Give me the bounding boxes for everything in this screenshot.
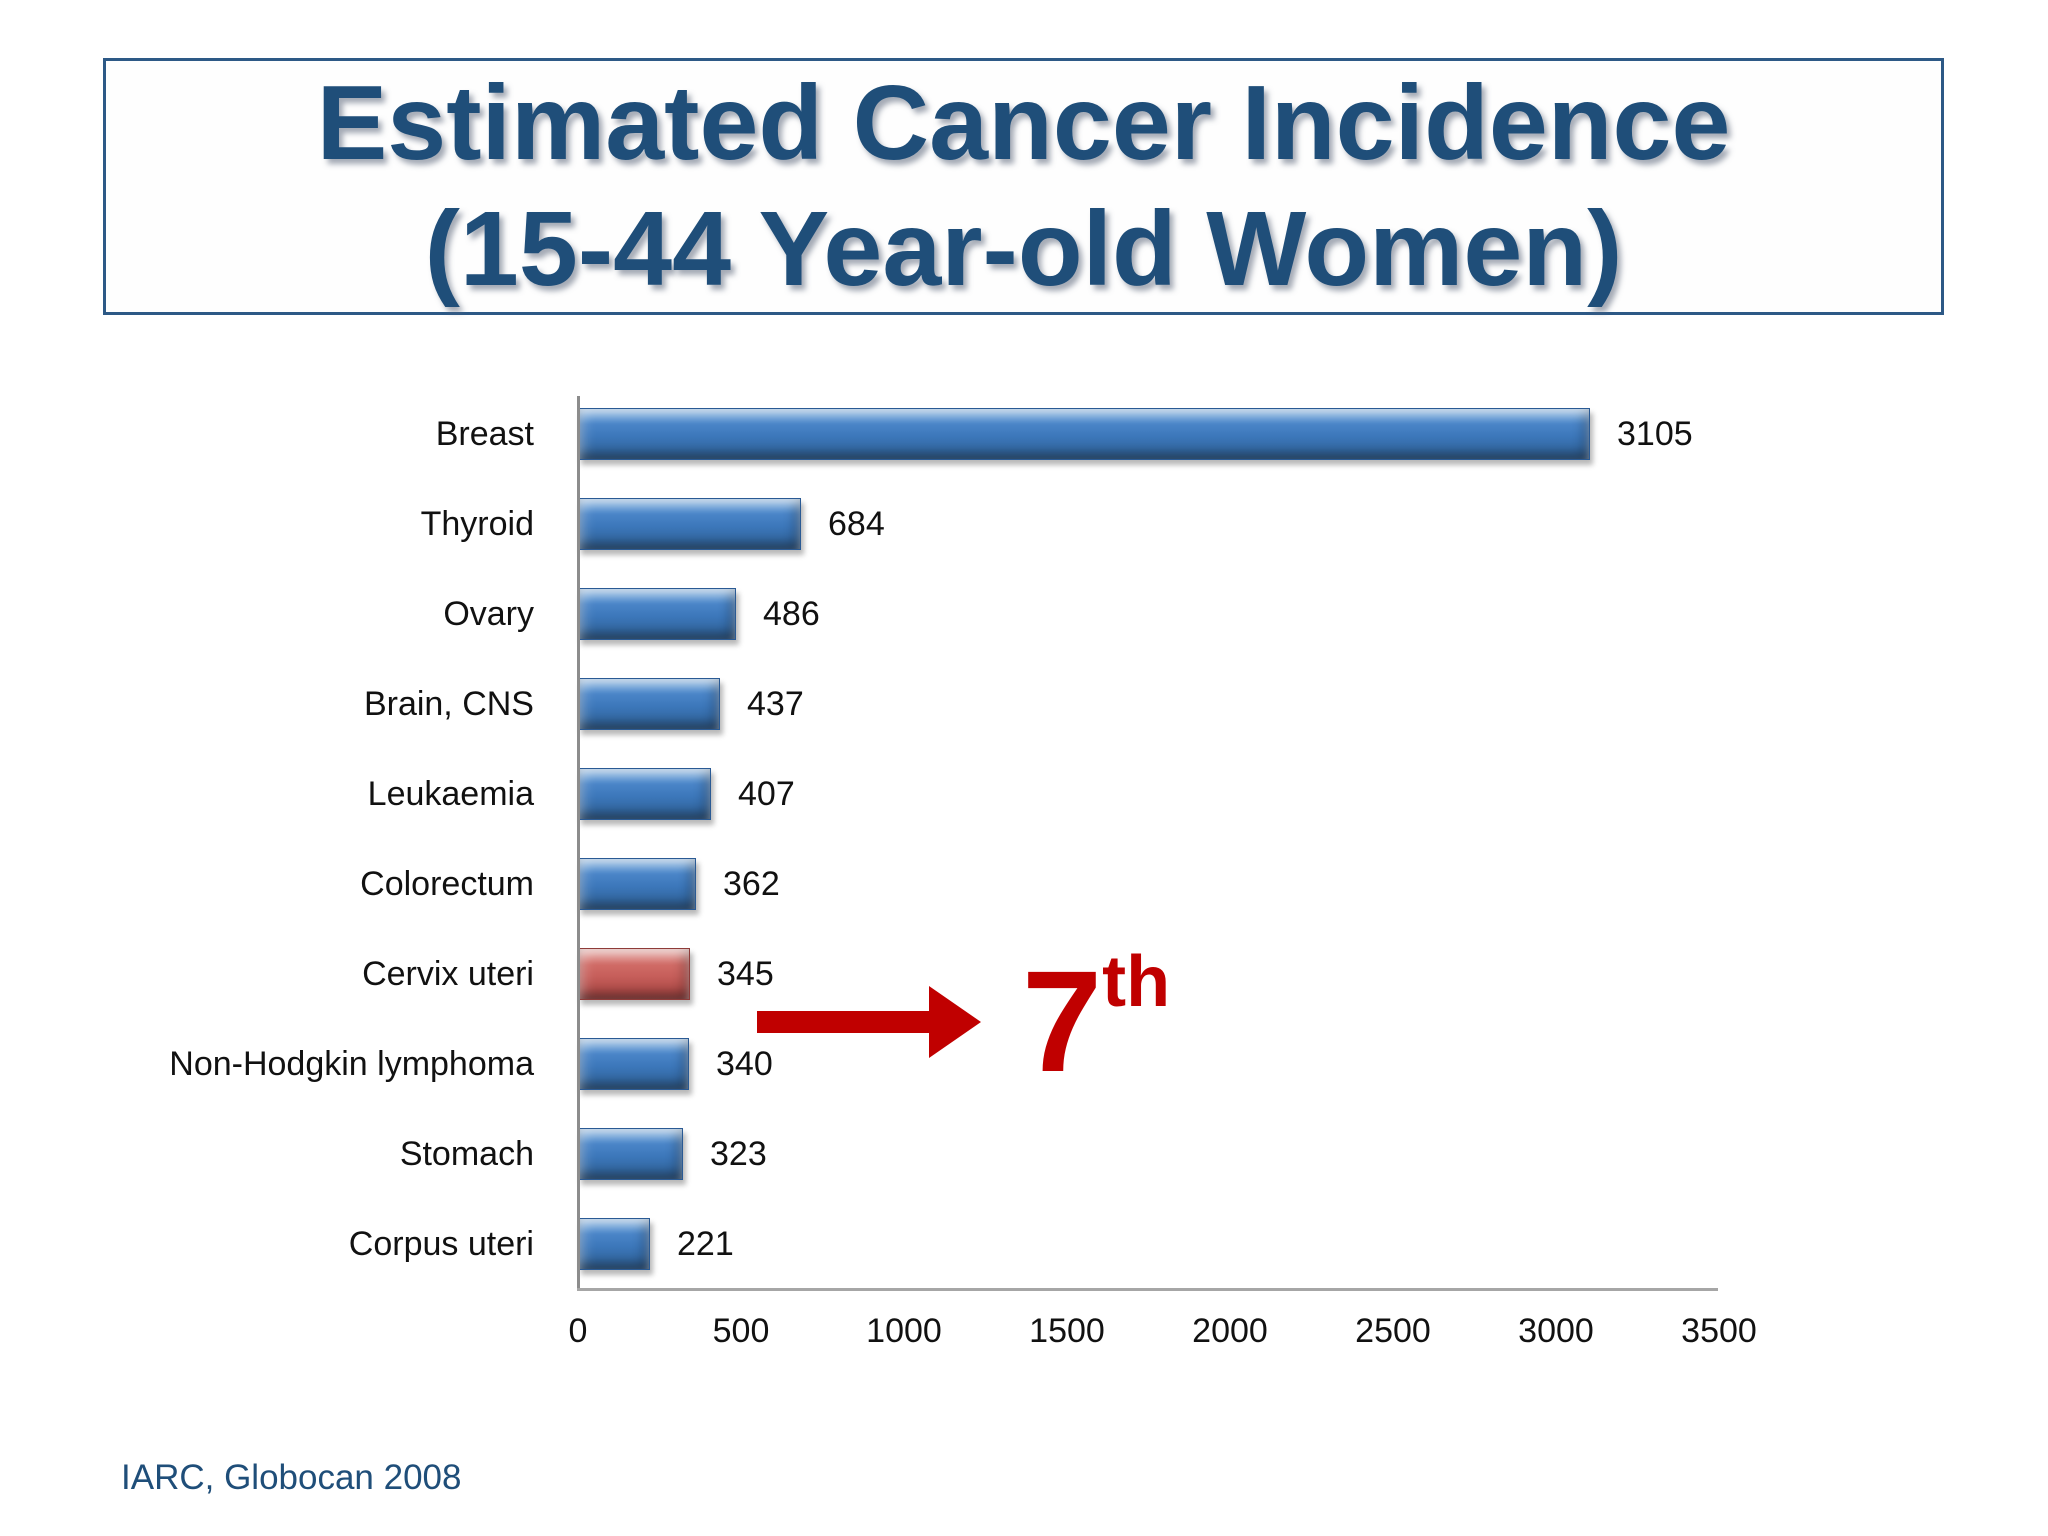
rank-suffix: th — [1102, 942, 1171, 1022]
category-label: Corpus uteri — [348, 1224, 534, 1263]
category-label: Cervix uteri — [362, 954, 534, 993]
chart-bar — [578, 858, 696, 910]
chart-row: Corpus uteri 221 — [0, 1199, 2048, 1289]
x-axis-line — [577, 1288, 1718, 1291]
category-label: Leukaemia — [367, 774, 534, 813]
chart-bar — [578, 498, 801, 550]
x-tick-label: 3500 — [1681, 1312, 1757, 1350]
chart-row: Non-Hodgkin lymphoma 340 — [0, 1019, 2048, 1109]
category-label: Stomach — [399, 1134, 534, 1173]
source-citation: IARC, Globocan 2008 — [121, 1458, 462, 1497]
value-label: 486 — [763, 594, 820, 633]
chart-bar — [578, 1218, 650, 1270]
slide-title-line2: (15-44 Year-old Women) — [424, 189, 1623, 308]
category-label: Non-Hodgkin lymphoma — [169, 1044, 534, 1083]
slide-title-line1: Estimated Cancer Incidence — [316, 64, 1731, 183]
value-label: 3105 — [1617, 414, 1693, 453]
chart-bar — [578, 408, 1590, 460]
value-label: 684 — [828, 504, 885, 543]
chart-row: Leukaemia 407 — [0, 749, 2048, 839]
value-label: 340 — [716, 1044, 773, 1083]
value-label: 407 — [738, 774, 795, 813]
chart-row: Cervix uteri 345 — [0, 929, 2048, 1019]
x-tick-label: 2000 — [1192, 1312, 1268, 1350]
chart-bar — [578, 1128, 683, 1180]
category-label: Breast — [435, 414, 534, 453]
value-label: 437 — [747, 684, 804, 723]
chart-bar — [578, 588, 736, 640]
chart-bar-highlighted — [578, 948, 690, 1000]
chart-bar — [578, 1038, 689, 1090]
value-label: 221 — [677, 1224, 734, 1263]
chart-row: Ovary 486 — [0, 569, 2048, 659]
rank-annotation: 7 th — [1022, 941, 1170, 1102]
chart-bar — [578, 678, 720, 730]
category-label: Colorectum — [360, 864, 534, 903]
x-tick-label: 500 — [712, 1312, 770, 1350]
chart-row: Brain, CNS 437 — [0, 659, 2048, 749]
value-label: 345 — [717, 954, 774, 993]
chart-row: Colorectum 362 — [0, 839, 2048, 929]
value-label: 323 — [710, 1134, 767, 1173]
x-tick-label: 1000 — [866, 1312, 942, 1350]
category-label: Ovary — [443, 594, 534, 633]
chart-row: Breast 3105 — [0, 389, 2048, 479]
chart-bar — [578, 768, 711, 820]
category-label: Brain, CNS — [363, 684, 534, 723]
x-tick-label: 2500 — [1355, 1312, 1431, 1350]
title-box: Estimated Cancer Incidence (15-44 Year-o… — [103, 58, 1944, 315]
rank-number: 7 — [1022, 941, 1103, 1102]
x-tick-label: 1500 — [1029, 1312, 1105, 1350]
y-axis-line — [577, 396, 580, 1291]
value-label: 362 — [723, 864, 780, 903]
arrow-right-icon — [757, 986, 981, 1058]
x-tick-label: 3000 — [1518, 1312, 1594, 1350]
chart-row: Stomach 323 — [0, 1109, 2048, 1199]
x-tick-label: 0 — [568, 1312, 588, 1350]
category-label: Thyroid — [420, 504, 534, 543]
chart-row: Thyroid 684 — [0, 479, 2048, 569]
